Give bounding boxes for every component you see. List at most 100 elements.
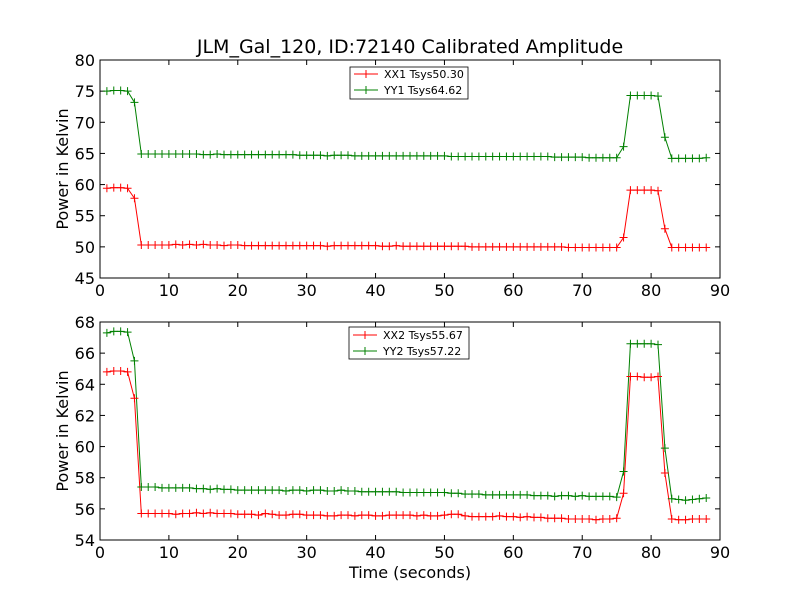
bottom-data-point <box>557 491 566 500</box>
top-data-point <box>240 150 249 159</box>
bottom-data-point <box>660 469 669 478</box>
top-data-point <box>516 242 525 251</box>
top-data-point <box>578 153 587 162</box>
bottom-data-point <box>516 490 525 499</box>
top-data-point <box>536 152 545 161</box>
bottom-data-point <box>233 486 242 495</box>
top-data-point <box>474 152 483 161</box>
legend-label-yy2: YY2 Tsys57.22 <box>382 345 461 358</box>
top-data-point <box>557 242 566 251</box>
bottom-data-point <box>144 509 153 518</box>
top-data-point <box>412 242 421 251</box>
top-data-point <box>406 151 414 160</box>
bottom-data-point <box>509 490 518 499</box>
bottom-data-point <box>412 488 421 497</box>
bottom-data-point <box>523 490 532 499</box>
bottom-data-point <box>275 486 284 495</box>
top-data-point <box>185 240 194 249</box>
bottom-x-tick-label: 40 <box>365 543 385 562</box>
bottom-data-point <box>571 514 580 523</box>
bottom-data-point <box>164 509 173 518</box>
bottom-data-point <box>633 372 642 381</box>
bottom-data-point <box>109 327 118 336</box>
top-data-point <box>316 241 325 250</box>
top-data-point <box>598 243 607 252</box>
bottom-data-point <box>399 511 408 520</box>
top-data-point <box>330 241 339 250</box>
bottom-data-point <box>116 367 125 376</box>
bottom-y-tick-label: 54 <box>75 531 95 550</box>
bottom-data-point <box>392 511 401 520</box>
bottom-data-point <box>226 509 235 518</box>
top-x-tick-label: 30 <box>296 281 316 300</box>
bottom-data-point <box>192 484 201 493</box>
top-data-point <box>364 151 373 160</box>
top-data-point <box>702 243 711 252</box>
bottom-data-point <box>605 514 614 523</box>
bottom-data-point <box>647 373 656 382</box>
top-data-point <box>502 152 511 161</box>
bottom-data-point <box>578 491 587 500</box>
bottom-data-point <box>164 483 173 492</box>
bottom-data-point <box>123 367 132 376</box>
top-data-point <box>137 240 146 249</box>
top-data-point <box>530 152 538 161</box>
top-data-point <box>378 242 387 251</box>
top-data-point <box>282 241 290 250</box>
top-data-point <box>337 241 346 250</box>
bottom-data-point <box>481 512 490 521</box>
bottom-data-point <box>344 511 352 520</box>
bottom-data-point <box>674 515 683 524</box>
top-data-point <box>171 150 180 159</box>
top-data-point <box>268 241 277 250</box>
top-x-tick-label: 70 <box>572 281 592 300</box>
top-data-point <box>495 242 504 251</box>
legend-marker-yy1 <box>362 86 370 94</box>
top-data-point <box>557 153 566 162</box>
bottom-data-point <box>178 483 187 492</box>
bottom-data-point <box>440 488 449 497</box>
bottom-data-point <box>660 444 669 453</box>
top-data-point <box>667 243 676 252</box>
top-data-point <box>688 154 697 163</box>
top-data-point <box>640 186 649 195</box>
bottom-data-point <box>592 492 600 501</box>
bottom-data-point <box>357 487 366 496</box>
bottom-data-point <box>240 510 249 519</box>
bottom-data-point <box>412 511 421 520</box>
top-data-point <box>564 243 573 252</box>
top-data-point <box>323 242 332 251</box>
top-x-tick-label: 80 <box>641 281 661 300</box>
bottom-plot-frame <box>99 321 721 541</box>
bottom-x-tick-label: 90 <box>710 543 730 562</box>
top-data-point <box>185 150 194 159</box>
top-data-point <box>371 151 380 160</box>
bottom-data-point <box>316 511 325 520</box>
bottom-data-point <box>454 489 463 498</box>
bottom-data-point <box>564 514 573 523</box>
bottom-y-tick-label: 64 <box>75 375 95 394</box>
top-data-point <box>516 152 525 161</box>
bottom-data-point <box>247 510 256 519</box>
bottom-y-axis-label: Power in Kelvin <box>53 370 72 491</box>
top-data-point <box>406 242 414 251</box>
bottom-data-point <box>144 483 153 492</box>
top-data-point <box>688 243 697 252</box>
bottom-data-point <box>702 493 711 502</box>
bottom-data-point <box>612 493 621 502</box>
top-data-point <box>206 240 215 249</box>
bottom-data-point <box>543 514 552 523</box>
top-data-point <box>585 153 594 162</box>
bottom-data-point <box>171 510 180 519</box>
top-data-point <box>474 242 483 251</box>
top-data-point <box>447 152 456 161</box>
top-data-point <box>605 243 614 252</box>
bottom-data-point <box>550 492 559 501</box>
top-data-point <box>275 241 284 250</box>
bottom-data-point <box>647 339 656 348</box>
top-data-point <box>654 92 662 101</box>
bottom-data-point <box>523 512 532 521</box>
top-data-point <box>612 243 621 252</box>
bottom-data-point <box>254 511 263 520</box>
bottom-data-point <box>392 487 401 496</box>
